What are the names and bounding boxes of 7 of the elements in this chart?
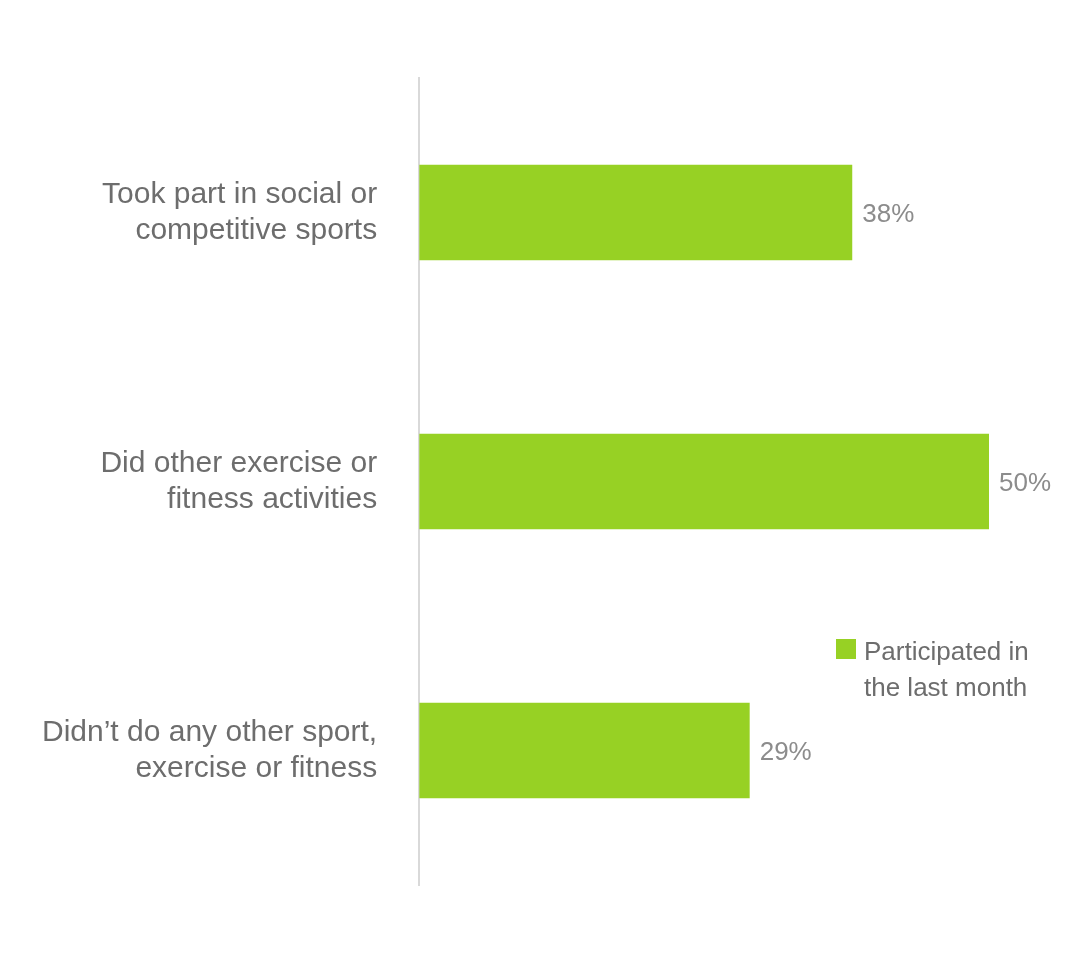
y-tick-label: Took part in social or competitive sports xyxy=(102,175,378,245)
y-tick-label: Did other exercise or fitness activities xyxy=(100,444,378,514)
y-tick-label: Didn’t do any other sport, exercise or fitness xyxy=(42,713,378,783)
data-label: 50% xyxy=(999,465,1052,499)
data-label: 38% xyxy=(862,196,915,230)
data-label: 29% xyxy=(759,734,812,768)
legend-label: Participated in the last month xyxy=(864,635,1030,704)
